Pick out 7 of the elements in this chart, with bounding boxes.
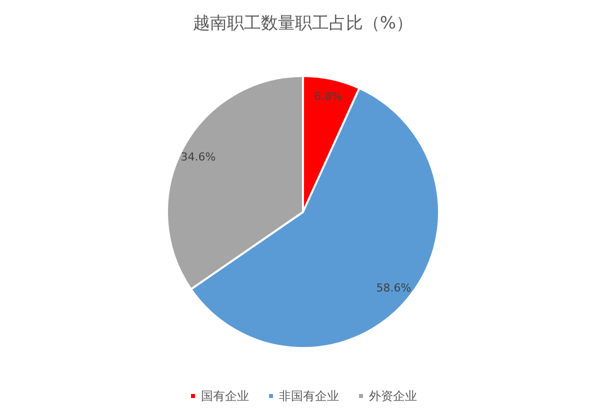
legend-label: 非国有企业 <box>279 389 339 403</box>
data-label: 6.8% <box>314 90 342 103</box>
data-label: 34.6% <box>180 150 216 164</box>
data-label: 58.6% <box>376 281 412 294</box>
legend-label: 外资企业 <box>369 389 417 403</box>
chart-title: 越南职工数量职工占比（%） <box>192 14 414 34</box>
legend-label: 国有企业 <box>201 389 249 403</box>
